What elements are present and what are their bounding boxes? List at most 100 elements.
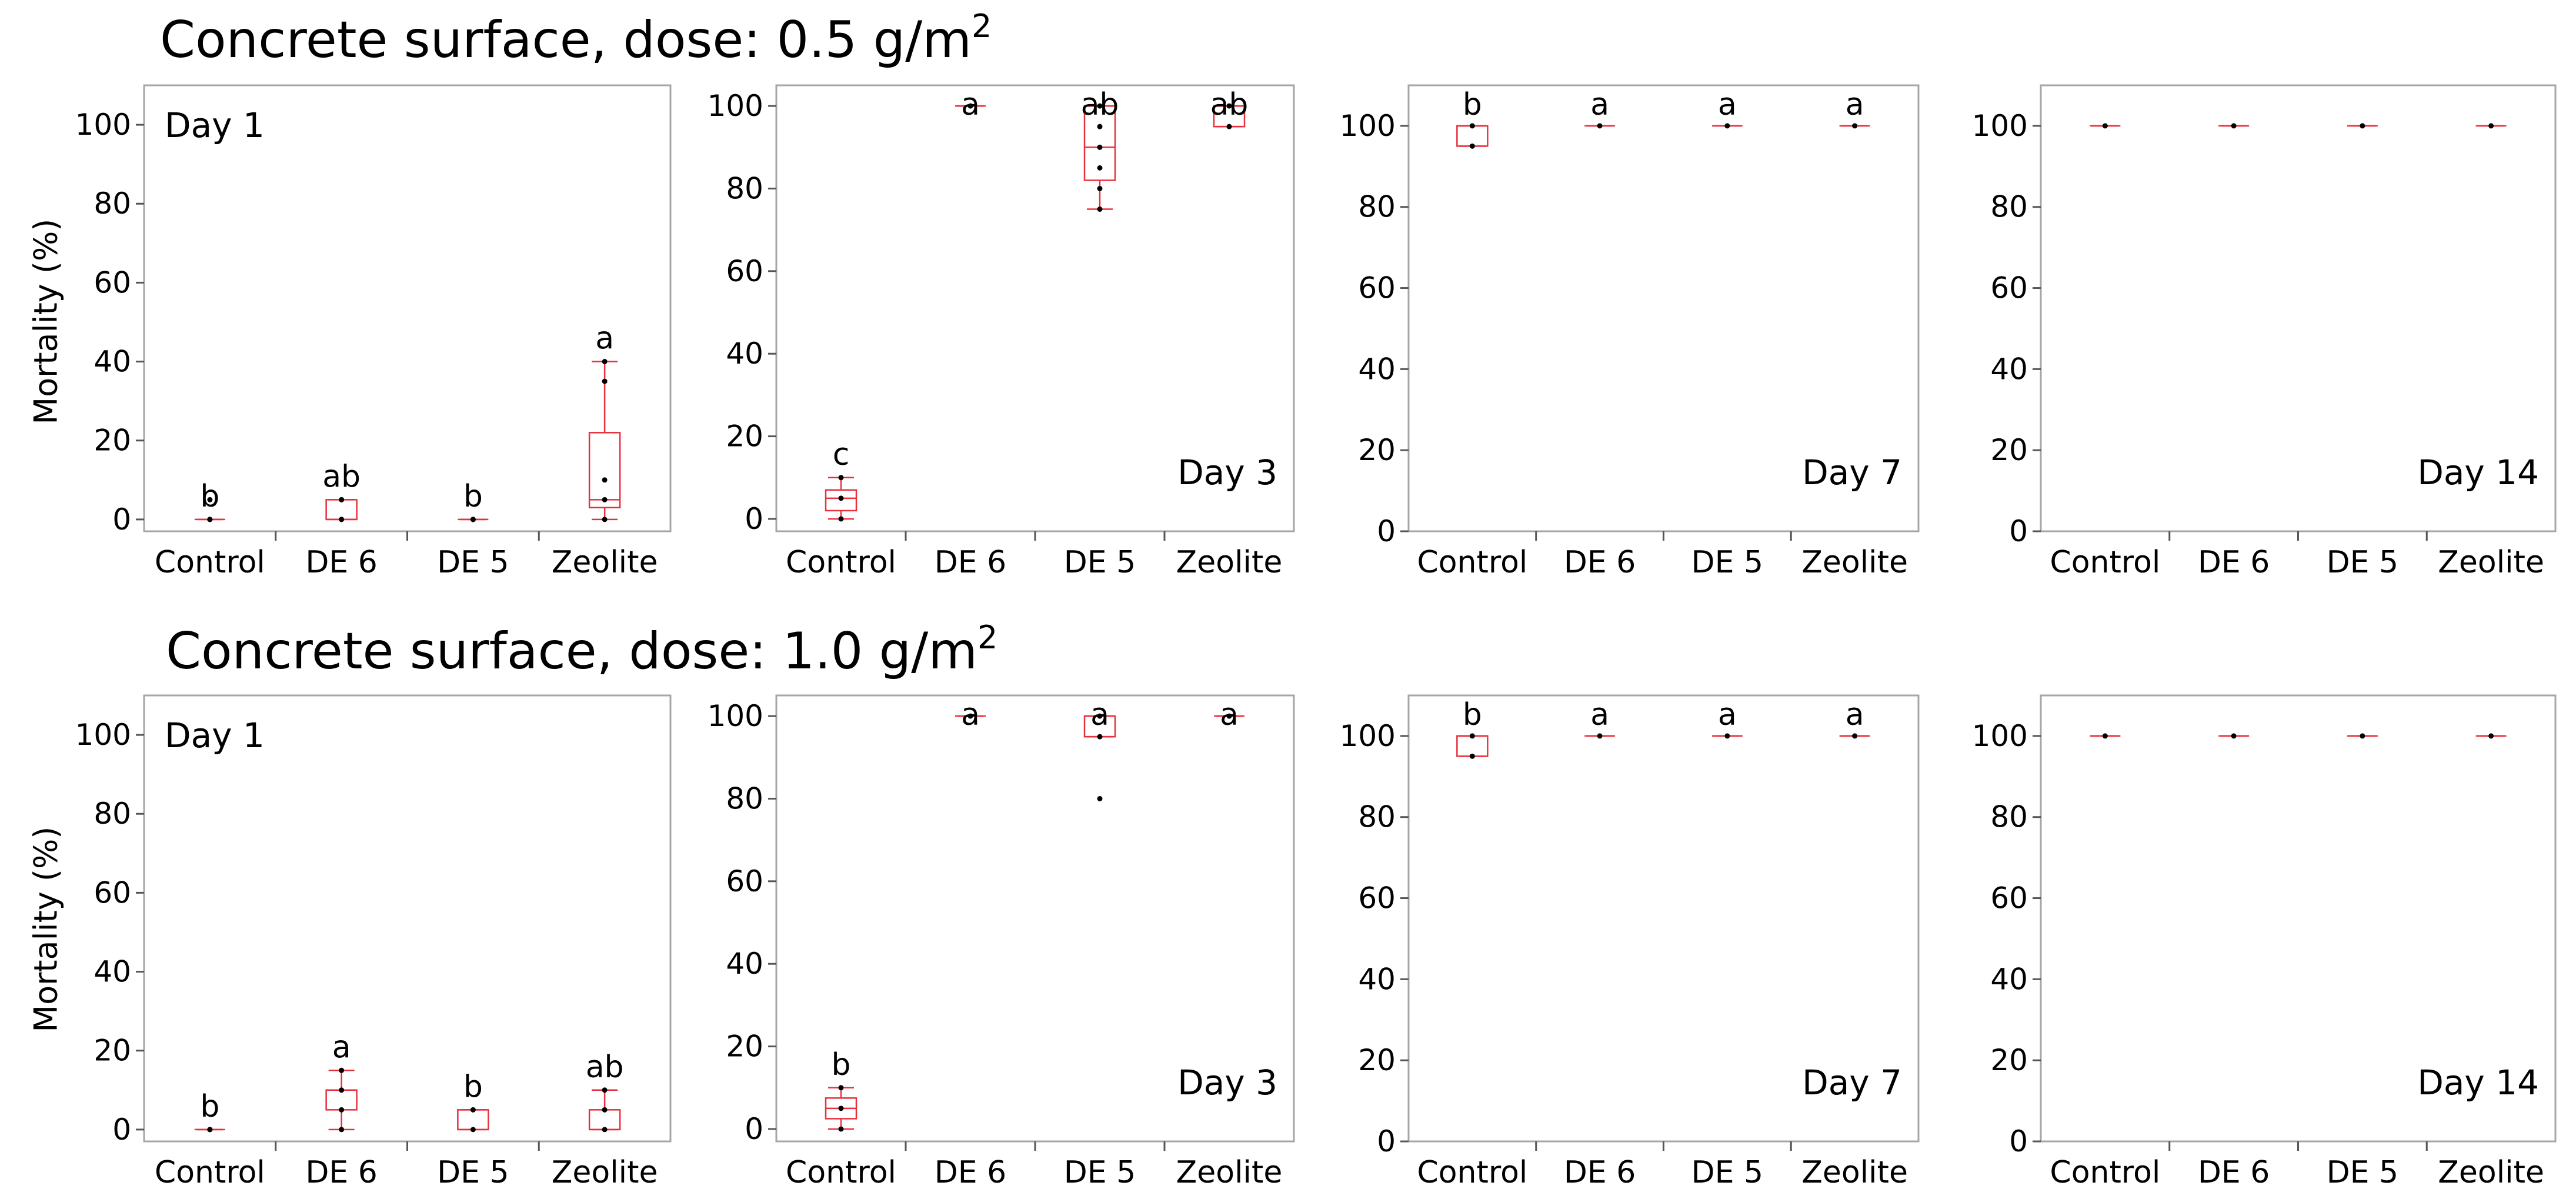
- p1-point-1-0: [967, 103, 973, 109]
- p2-box-0: [1456, 125, 1489, 147]
- p5-y-tick-label-60: 60: [726, 864, 763, 898]
- p5-point-0-1: [838, 1106, 844, 1111]
- p6-x-tick-label-0: Control: [1417, 1155, 1527, 1190]
- p1-point-3-0: [1226, 124, 1232, 129]
- p5-x-tick-label-1: DE 6: [935, 1155, 1007, 1190]
- p6-sig-letter-1: a: [1590, 697, 1609, 732]
- p4-point-3-2: [602, 1087, 608, 1093]
- p1-x-tick-label-3: Zeolite: [1176, 545, 1283, 580]
- p2-y-tick-label-80: 80: [1358, 190, 1396, 224]
- p4-x-tick-label-3: Zeolite: [552, 1155, 658, 1190]
- p0-y-tick-label-80: 80: [94, 187, 131, 221]
- p4-box-1: [325, 1089, 358, 1111]
- p1-point-0-1: [838, 495, 844, 501]
- p1-day-label: Day 3: [1177, 452, 1277, 492]
- p1-point-2-3: [1097, 144, 1103, 150]
- p5-day-label: Day 3: [1177, 1063, 1277, 1103]
- p1-point-2-2: [1097, 165, 1103, 171]
- p2-y-tick-label-40: 40: [1358, 352, 1396, 386]
- p4-point-1-3: [339, 1067, 345, 1073]
- p5-point-0-0: [838, 1126, 844, 1132]
- p7-x-tick-label-0: Control: [2050, 1155, 2160, 1190]
- p6-point-1-0: [1597, 733, 1603, 739]
- row-title-top: Concrete surface, dose: 0.5 g/m2: [160, 11, 992, 66]
- p4-x-tick-label-0: Control: [155, 1155, 265, 1190]
- p1-sig-letter-0: c: [833, 437, 850, 472]
- p1-sig-letter-1: a: [961, 87, 980, 122]
- p2-y-tick-label-100: 100: [1340, 109, 1396, 143]
- p0-point-1-1: [339, 517, 345, 522]
- p2-sig-letter-2: a: [1718, 87, 1737, 122]
- p7-y-tick-label-20: 20: [1990, 1043, 2028, 1077]
- p6-y-tick-label-40: 40: [1358, 962, 1396, 996]
- p4-point-0-2: [207, 1127, 213, 1133]
- p6-point-3-0: [1852, 733, 1858, 739]
- row-title-bottom-superscript: 2: [977, 619, 998, 656]
- p1-sig-letter-2: ab: [1081, 87, 1119, 122]
- p5-sig-letter-3: a: [1220, 697, 1239, 732]
- p5-y-tick-label-100: 100: [708, 699, 763, 733]
- p0-x-tick-label-0: Control: [155, 545, 265, 580]
- p1-x-tick-label-1: DE 6: [935, 545, 1007, 580]
- row-title-bottom-text: Concrete surface, dose: 1.0 g/m: [166, 622, 977, 681]
- p0-plot-frame: [143, 84, 672, 532]
- p7-x-tick-label-1: DE 6: [2198, 1155, 2270, 1190]
- p5-sig-letter-0: b: [831, 1047, 850, 1083]
- p6-x-tick-label-2: DE 5: [1691, 1155, 1764, 1190]
- p7-y-tick-label-0: 0: [2009, 1124, 2028, 1158]
- p5-sig-letter-1: a: [961, 697, 980, 732]
- p5-y-tick-label-80: 80: [726, 781, 763, 815]
- p0-y-tick-label-60: 60: [94, 265, 131, 299]
- p7-y-tick-label-40: 40: [1990, 962, 2028, 996]
- p2-x-tick-label-3: Zeolite: [1801, 545, 1908, 580]
- p0-sig-letter-3: a: [595, 321, 614, 357]
- p1-point-2-5: [1097, 103, 1103, 109]
- p5-x-tick-label-0: Control: [786, 1155, 896, 1190]
- p0-x-tick-label-2: DE 5: [437, 545, 509, 580]
- p4-box-3: [588, 1109, 621, 1131]
- p0-point-0-3: [207, 497, 213, 502]
- p1-point-2-4: [1097, 124, 1103, 129]
- p0-y-tick-label-100: 100: [75, 108, 131, 142]
- p0-point-1-3: [339, 497, 345, 502]
- p7-point-3-0: [2488, 733, 2494, 739]
- p5-point-3-0: [1226, 713, 1232, 719]
- p2-point-2-0: [1724, 123, 1730, 129]
- p0-sig-letter-0: b: [200, 479, 219, 514]
- p0-point-0-2: [207, 517, 213, 522]
- p2-y-tick-label-0: 0: [1377, 514, 1396, 548]
- p1-x-tick-label-2: DE 5: [1064, 545, 1136, 580]
- p4-sig-letter-3: ab: [586, 1050, 624, 1085]
- p4-point-2-1: [470, 1107, 476, 1113]
- p2-sig-letter-0: b: [1463, 87, 1482, 122]
- p3-point-3-0: [2488, 123, 2494, 129]
- p4-point-1-1: [339, 1107, 345, 1113]
- p3-x-tick-label-2: DE 5: [2327, 545, 2399, 580]
- p4-sig-letter-0: b: [200, 1089, 219, 1124]
- p1-point-3-1: [1226, 103, 1232, 109]
- p7-day-label: Day 14: [2417, 1063, 2539, 1103]
- p1-point-0-0: [838, 516, 844, 522]
- p6-sig-letter-3: a: [1846, 697, 1864, 732]
- p0-point-3-4: [602, 359, 608, 365]
- p2-sig-letter-3: a: [1846, 87, 1864, 122]
- p4-point-1-0: [339, 1127, 345, 1133]
- p1-y-tick-label-80: 80: [726, 171, 763, 205]
- p2-x-tick-label-2: DE 5: [1691, 545, 1764, 580]
- p0-y-tick-label-40: 40: [94, 345, 131, 379]
- p5-y-tick-label-20: 20: [726, 1030, 763, 1064]
- p1-x-tick-label-0: Control: [786, 545, 896, 580]
- p7-y-tick-label-80: 80: [1990, 800, 2028, 834]
- p6-box-0: [1456, 735, 1489, 757]
- p3-x-tick-label-1: DE 6: [2198, 545, 2270, 580]
- p0-box-1: [325, 499, 358, 521]
- p3-point-1-0: [2231, 123, 2237, 129]
- p4-point-3-1: [602, 1107, 608, 1113]
- p6-day-label: Day 7: [1802, 1063, 1902, 1103]
- p4-y-tick-label-20: 20: [94, 1034, 131, 1068]
- p0-x-tick-label-3: Zeolite: [552, 545, 658, 580]
- p6-sig-letter-0: b: [1463, 697, 1482, 732]
- p5-point-0-2: [838, 1085, 844, 1091]
- p6-y-tick-label-100: 100: [1340, 719, 1396, 753]
